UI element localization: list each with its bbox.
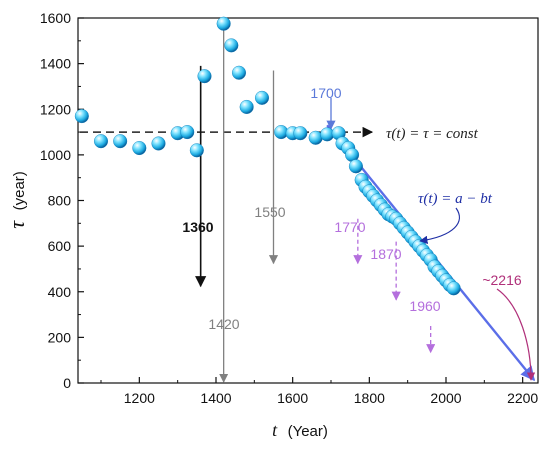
data-point: [93, 134, 108, 149]
x-axis-symbol: t: [272, 420, 278, 440]
annotation-label-1420: 1420: [208, 316, 239, 332]
data-point: [231, 65, 246, 80]
annotation-label-1770: 1770: [334, 219, 365, 235]
x-axis-unit: (Year): [288, 423, 328, 440]
data-point: [254, 90, 269, 105]
data-point: [348, 159, 363, 174]
y-axis-unit: (year): [11, 171, 28, 210]
x-tick-label: 1600: [277, 390, 308, 406]
data-point: [446, 281, 461, 296]
y-tick-label: 0: [63, 375, 71, 391]
data-point: [293, 126, 308, 141]
y-axis-symbol: τ: [4, 220, 29, 229]
data-point: [180, 125, 195, 140]
y-tick-label: 200: [48, 329, 72, 345]
data-point: [132, 141, 147, 156]
data-point: [224, 38, 239, 53]
y-tick-label: 1200: [40, 101, 71, 117]
x-tick-label: 1200: [124, 390, 155, 406]
annotation-label-1360: 1360: [182, 219, 213, 235]
x-tick-label: 1800: [354, 390, 385, 406]
y-tick-label: 1000: [40, 147, 71, 163]
data-point: [239, 99, 254, 114]
data-point: [216, 16, 231, 31]
y-tick-label: 1400: [40, 56, 71, 72]
plot-area: 1200 1400 1600 1800 2000 2200 0 200 400 600 800 100…: [40, 10, 539, 406]
x-axis-label: t (Year): [272, 420, 328, 440]
data-point: [113, 134, 128, 149]
trend-line-label: τ(t) = a − bt: [418, 191, 493, 207]
y-tick-label: 800: [48, 193, 72, 209]
x-tick-label: 1400: [200, 390, 231, 406]
annotation-label-1960: 1960: [409, 298, 440, 314]
trend-label-pointer: [419, 207, 460, 245]
y-tick-label: 1600: [40, 10, 71, 26]
x-tick-label: 2000: [430, 390, 461, 406]
y-tick-label: 400: [48, 284, 72, 300]
data-point: [74, 109, 89, 124]
annotation-label-1700: 1700: [310, 85, 341, 101]
annotation-label-~2216: ~2216: [482, 272, 522, 288]
annotation-label-1550: 1550: [254, 204, 285, 220]
y-axis-label: τ (year): [4, 171, 29, 229]
y-tick-label: 600: [48, 238, 72, 254]
annotation-label-1870: 1870: [370, 246, 401, 262]
data-point: [151, 136, 166, 151]
data-point: [189, 143, 204, 158]
constant-line-label: τ(t) = τ = const: [386, 126, 479, 142]
x-tick-label: 2200: [507, 390, 538, 406]
annotation-arrow-~2216: [496, 288, 536, 381]
data-point: [197, 69, 212, 84]
